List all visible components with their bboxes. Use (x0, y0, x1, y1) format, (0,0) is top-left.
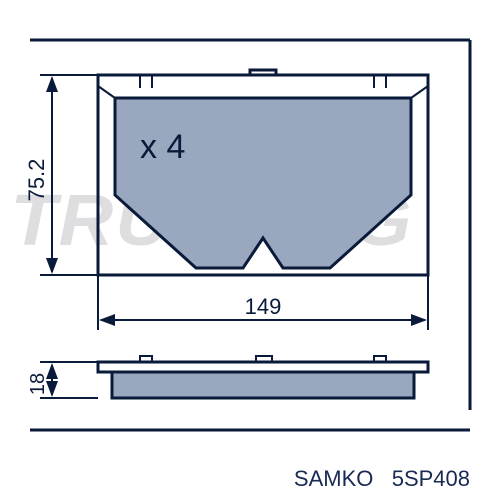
dim-height-text: 75.2 (24, 159, 49, 202)
technical-diagram: 75.2 149 18 (0, 0, 500, 500)
quantity-label: x 4 (140, 128, 185, 167)
brand-text: SAMKO (294, 466, 373, 491)
part-number-text: 5SP408 (392, 466, 470, 491)
dim-width-text: 149 (245, 294, 282, 319)
drawing-canvas: TRUSTING (0, 0, 500, 500)
part-number-caption: SAMKO 5SP408 (294, 466, 470, 492)
dim-thick-text: 18 (27, 373, 49, 395)
